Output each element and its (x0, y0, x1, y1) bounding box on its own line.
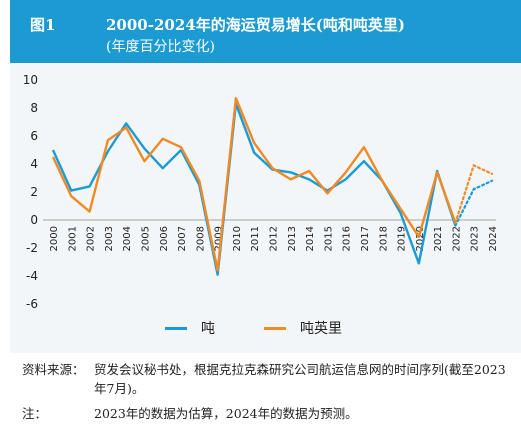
x-tick-label: 2005 (140, 226, 151, 251)
x-tick-label: 2016 (342, 226, 353, 251)
x-tick-label: 2018 (378, 226, 389, 251)
x-tick-label: 2011 (250, 226, 261, 251)
x-tick-label: 2014 (305, 226, 316, 251)
y-tick-label: -4 (26, 269, 38, 283)
legend-label-ton-miles: 吨英里 (300, 321, 342, 337)
x-tick-label: 2020 (415, 226, 426, 251)
source-note: 资料来源： 贸发会议秘书处，根据克拉克森研究公司航运信息网的时间序列(截至202… (22, 360, 512, 398)
source-key: 资料来源： (22, 362, 85, 377)
x-tick-label: 2021 (433, 226, 444, 251)
y-tick-label: 4 (30, 157, 38, 171)
x-tick-label: 2007 (177, 226, 188, 251)
y-tick-label: 8 (30, 101, 38, 115)
y-tick-label: 0 (30, 213, 38, 227)
estimate-note: 注： 2023年的数据为估算，2024年的数据为预测。 (22, 404, 512, 423)
chart-title: 2000-2024年的海运贸易增长(吨和吨英里) (106, 16, 405, 34)
y-tick-label: -6 (26, 297, 38, 311)
y-tick-label: 10 (23, 73, 38, 87)
x-tick-label: 2008 (195, 226, 206, 251)
x-tick-label: 2024 (488, 226, 499, 251)
x-tick-label: 2000 (49, 226, 60, 251)
x-tick-label: 2004 (122, 226, 133, 251)
figure-label: 图1 (30, 16, 56, 34)
x-tick-label: 2019 (397, 226, 408, 251)
x-tick-label: 2012 (269, 226, 280, 251)
figure-header: 图1 2000-2024年的海运贸易增长(吨和吨英里) (年度百分比变化) (10, 0, 521, 63)
x-tick-label: 2013 (287, 226, 298, 251)
legend-item-ton-miles: 吨英里 (264, 318, 342, 338)
x-tick-label: 2010 (232, 226, 243, 251)
note-key: 注： (22, 406, 48, 421)
note-text: 2023年的数据为估算，2024年的数据为预测。 (94, 406, 358, 421)
legend-swatch-tons (165, 326, 187, 330)
x-tick-label: 2006 (159, 226, 170, 251)
chart-area: 10 8 6 4 2 0 -2 -4 -6 2000 2001 2002 2003 2004 2005 200… (10, 63, 521, 353)
x-tick-label: 2003 (104, 226, 115, 251)
x-tick-label: 2001 (67, 226, 78, 251)
x-tick-label: 2022 (451, 226, 462, 251)
line-chart: 10 8 6 4 2 0 -2 -4 -6 2000 2001 2002 2003 2004 2005 200… (23, 73, 499, 311)
y-tick-label: 2 (30, 185, 38, 199)
source-text: 贸发会议秘书处，根据克拉克森研究公司航运信息网的时间序列(截至2023年7月)。 (94, 362, 506, 396)
x-tick-label: 2002 (86, 226, 97, 251)
y-tick-label: -2 (26, 241, 38, 255)
legend-label-tons: 吨 (201, 321, 215, 337)
legend-swatch-ton-miles (264, 326, 286, 330)
chart-subtitle: (年度百分比变化) (106, 39, 215, 55)
legend-item-tons: 吨 (165, 318, 215, 338)
x-tick-label: 2009 (214, 226, 225, 251)
x-tick-label: 2017 (360, 226, 371, 251)
y-tick-label: 6 (30, 129, 38, 143)
x-tick-label: 2015 (323, 226, 334, 251)
x-tick-label: 2023 (470, 226, 481, 251)
